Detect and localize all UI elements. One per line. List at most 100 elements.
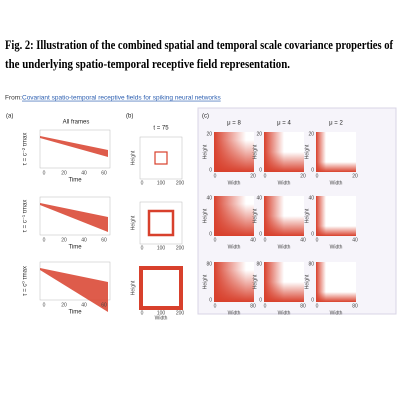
source-link[interactable]: Covariant spatio-temporal receptive fiel…	[22, 95, 221, 102]
x-axis-label: Width	[330, 180, 343, 186]
y-axis-label: Height	[252, 208, 258, 223]
x-tick-label: 40	[250, 237, 256, 243]
heatmap-bottom	[264, 262, 304, 302]
y-axis-label: Height	[130, 150, 136, 165]
heatmap-bottom	[264, 196, 304, 236]
y-axis-label: Height	[202, 144, 208, 159]
x-axis-label: Width	[330, 244, 343, 250]
row-label: τ = c⁻² τmax	[23, 133, 29, 166]
x-tick-label: 100	[157, 180, 166, 186]
x-tick-label: 80	[300, 303, 306, 309]
y-tick-label: 0	[259, 297, 262, 303]
column-title: μ = 4	[277, 121, 291, 127]
x-tick-label: 20	[61, 237, 67, 243]
heatmap-bottom	[214, 262, 254, 302]
plot-frame	[139, 201, 183, 245]
x-axis-label: Time	[68, 245, 82, 251]
x-tick-label: 0	[43, 170, 46, 176]
y-tick-label: 0	[209, 231, 212, 237]
row-label: τ = c⁻¹ τmax	[23, 200, 29, 233]
x-axis-label: Width	[228, 244, 241, 250]
x-tick-label: 40	[81, 170, 87, 176]
x-tick-label: 0	[316, 237, 319, 243]
x-tick-label: 0	[214, 237, 217, 243]
panel-title: All frames	[63, 120, 90, 126]
x-axis-label: Width	[228, 310, 241, 316]
x-tick-label: 0	[264, 173, 267, 179]
x-axis-label: Time	[68, 178, 82, 184]
x-tick-label: 200	[176, 180, 185, 186]
y-tick-label: 40	[256, 195, 262, 201]
x-tick-label: 40	[300, 237, 306, 243]
x-tick-label: 0	[141, 245, 144, 251]
x-axis-label: Width	[155, 315, 168, 321]
x-tick-label: 80	[250, 303, 256, 309]
plot-frame	[139, 266, 183, 310]
y-tick-label: 20	[256, 131, 262, 137]
column-title: μ = 2	[329, 121, 343, 127]
kernel-square	[147, 209, 175, 237]
y-tick-label: 40	[308, 195, 314, 201]
y-tick-label: 80	[256, 261, 262, 267]
x-tick-label: 0	[43, 237, 46, 243]
kernel-square	[154, 151, 168, 165]
x-tick-label: 20	[250, 173, 256, 179]
x-tick-label: 60	[101, 302, 107, 308]
heatmap-bottom	[214, 196, 254, 236]
y-axis-label: Height	[202, 274, 208, 289]
x-axis-label: Width	[228, 180, 241, 186]
y-tick-label: 80	[206, 261, 212, 267]
x-tick-label: 40	[352, 237, 358, 243]
y-axis-label: Height	[202, 208, 208, 223]
y-tick-label: 0	[259, 167, 262, 173]
x-tick-label: 100	[157, 310, 166, 316]
y-tick-label: 20	[206, 131, 212, 137]
x-tick-label: 0	[264, 237, 267, 243]
y-axis-label: Height	[130, 215, 136, 230]
y-tick-label: 0	[259, 231, 262, 237]
y-axis-label: Height	[252, 144, 258, 159]
y-tick-label: 0	[311, 167, 314, 173]
kernel-wedge	[40, 136, 108, 157]
source-prefix: From:	[5, 95, 22, 102]
y-tick-label: 0	[311, 297, 314, 303]
x-tick-label: 0	[316, 173, 319, 179]
y-tick-label: 20	[308, 131, 314, 137]
x-tick-label: 0	[316, 303, 319, 309]
title-line: Fig. 2: Illustration of the combined spa…	[5, 37, 394, 52]
y-axis-label: Height	[304, 274, 310, 289]
title-line: the underlying spatio-temporal receptive…	[5, 56, 290, 71]
y-axis-label: Height	[304, 208, 310, 223]
y-axis-label: Height	[252, 274, 258, 289]
y-tick-label: 0	[209, 167, 212, 173]
panel-label: (b)	[126, 114, 133, 120]
x-tick-label: 60	[101, 237, 107, 243]
y-axis-label: Height	[304, 144, 310, 159]
x-tick-label: 0	[43, 302, 46, 308]
x-tick-label: 0	[264, 303, 267, 309]
x-axis-label: Width	[330, 310, 343, 316]
x-tick-label: 0	[214, 303, 217, 309]
x-tick-label: 60	[101, 170, 107, 176]
x-tick-label: 0	[141, 310, 144, 316]
row-label: τ = c⁰ τmax	[22, 266, 29, 296]
heatmap-bottom	[214, 132, 254, 172]
kernel-wedge	[40, 268, 108, 312]
panel-title: t = 75	[153, 126, 169, 132]
x-tick-label: 40	[81, 302, 87, 308]
x-tick-label: 200	[176, 310, 185, 316]
panel-label: (c)	[202, 114, 209, 120]
x-tick-label: 40	[81, 237, 87, 243]
column-title: μ = 8	[227, 121, 241, 127]
heatmap-bottom	[316, 132, 356, 172]
y-tick-label: 0	[209, 297, 212, 303]
x-tick-label: 20	[61, 170, 67, 176]
x-tick-label: 0	[141, 180, 144, 186]
x-tick-label: 100	[157, 245, 166, 251]
x-axis-label: Width	[278, 310, 291, 316]
heatmap-bottom	[316, 196, 356, 236]
x-axis-label: Width	[278, 244, 291, 250]
x-tick-label: 20	[300, 173, 306, 179]
